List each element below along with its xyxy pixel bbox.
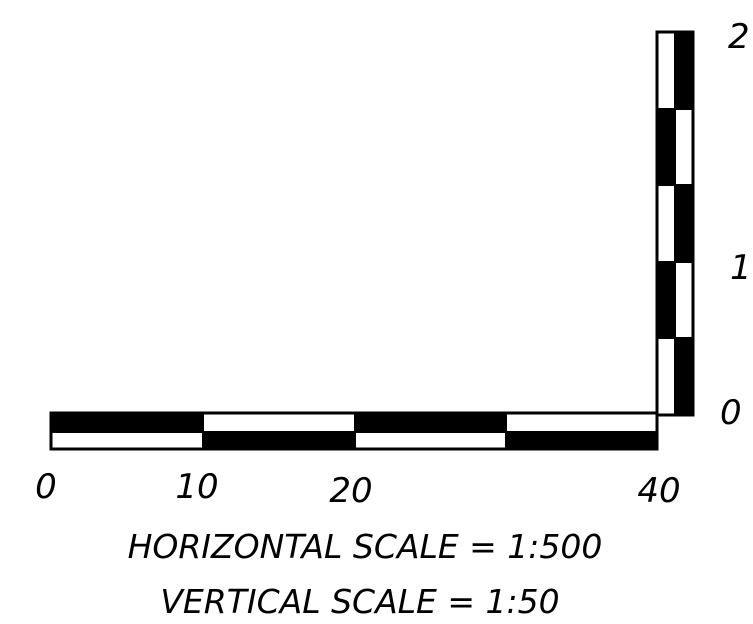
- horizontal-scale-bar: [49, 411, 659, 451]
- h-tick-label-0: 0: [35, 467, 57, 507]
- h-bar-bottom-seg-4: [505, 431, 658, 450]
- v-bar-left-seg-5: [656, 337, 676, 416]
- v-bar-outline: [655, 30, 695, 417]
- v-bar-left-seg-1: [656, 31, 676, 110]
- v-tick-label-0: 0: [720, 393, 742, 433]
- v-tick-label-1: 1: [730, 248, 752, 288]
- horizontal-scale-text: HORIZONTAL SCALE = 1:500: [128, 527, 603, 566]
- v-bar-left-seg-3: [656, 184, 676, 263]
- vertical-scale-text: VERTICAL SCALE = 1:50: [160, 582, 559, 621]
- v-bar-right-seg-2: [674, 108, 694, 186]
- h-tick-label-10: 10: [175, 467, 218, 507]
- v-bar-right-seg-5: [674, 337, 694, 416]
- h-bar-bottom-seg-2: [202, 431, 356, 450]
- h-bar-bottom-seg-3: [354, 431, 507, 450]
- h-tick-label-40: 40: [637, 471, 680, 511]
- v-bar-right-seg-4: [674, 261, 694, 339]
- h-bar-outline: [49, 411, 659, 451]
- h-tick-label-20: 20: [329, 471, 372, 511]
- h-bar-top-seg-2: [202, 412, 356, 433]
- h-bar-top-seg-3: [354, 412, 507, 433]
- vertical-scale-bar: [655, 30, 695, 417]
- h-bar-bottom-seg-1: [50, 431, 204, 450]
- v-bar-right-seg-1: [674, 31, 694, 110]
- v-bar-right-seg-3: [674, 184, 694, 263]
- v-bar-left-seg-2: [656, 108, 676, 186]
- v-tick-label-2: 2: [728, 17, 750, 57]
- h-bar-top-seg-1: [50, 412, 204, 433]
- h-bar-top-seg-4: [505, 412, 658, 433]
- v-bar-left-seg-4: [656, 261, 676, 339]
